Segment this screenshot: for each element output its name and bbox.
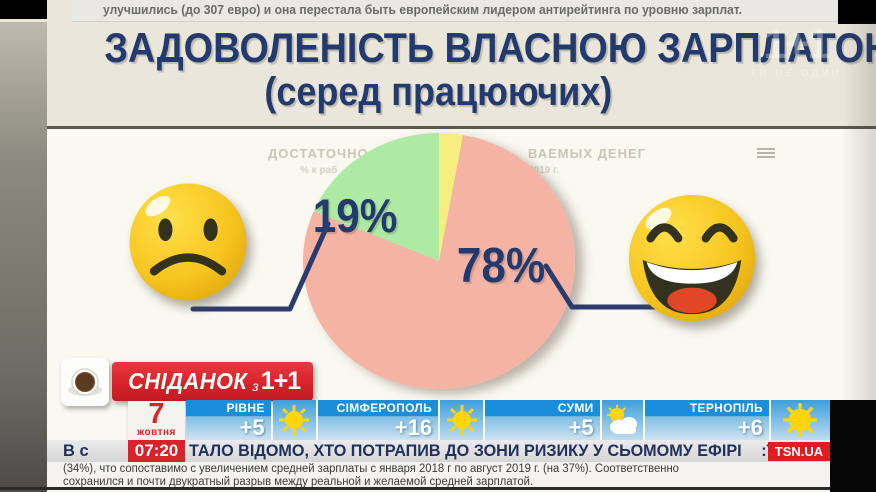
ticker-text: ТАЛО ВІДОМО, ХТО ПОТРАПИВ ДО ЗОНИ РИЗИКУ…	[189, 442, 830, 461]
weather-city-simferopol: СІМФЕРОПОЛЬ +16	[317, 400, 439, 440]
weather-city-name: СУМИ	[557, 401, 594, 415]
sad-face-icon	[129, 183, 247, 301]
weather-city-name: СІМФЕРОПОЛЬ	[336, 401, 433, 415]
clock: 07:20	[128, 440, 185, 462]
menu-icon[interactable]	[757, 148, 775, 160]
top-right-black-bar	[838, 0, 876, 24]
date-block: 7 жовтня	[128, 398, 185, 440]
bg-heading-right: ВАЕМЫХ ДЕНЕГ	[528, 146, 646, 161]
right-edge-shadow	[842, 22, 876, 400]
top-news-text: улучшились (до 307 евро) и она перестала…	[103, 3, 743, 17]
page-title: ЗАДОВОЛЕНІСТЬ ВЛАСНОЮ ЗАРПЛАТОЮ (серед п…	[60, 25, 876, 114]
weather-temp: +6	[737, 415, 763, 440]
bg-subheading-left: % к раб	[300, 165, 338, 176]
bottom-divider	[0, 487, 876, 490]
top-news-strip: улучшились (до 307 евро) и она перестала…	[72, 0, 838, 22]
weather-temp: +5	[239, 415, 265, 440]
weather-icon-sun	[272, 400, 316, 440]
weather-city-name: ТЕРНОПІЛЬ	[689, 401, 763, 415]
card-top-shadow	[47, 126, 876, 129]
date-month: жовтня	[137, 427, 176, 438]
ticker-lead-text: В с	[63, 442, 89, 460]
weather-temp: +5	[568, 415, 594, 440]
pie-label-78: 78%	[456, 239, 546, 293]
pie-label-19: 19%	[312, 189, 398, 242]
weather-city-sumy: СУМИ +5	[485, 400, 600, 440]
bg-subheading-right: 2019 г.	[528, 165, 559, 176]
show-logo-snidanok: СНІДАНОК з 1+1	[112, 362, 313, 401]
weather-city-rivne: РІВНЕ +5	[186, 400, 271, 440]
weather-icon-sun	[770, 400, 830, 440]
weather-icon-sun-cloud	[601, 400, 643, 440]
date-day: 7	[148, 398, 165, 430]
weather-city-ternopil: ТЕРНОПІЛЬ +6	[644, 400, 769, 440]
news-ticker: В с ТАЛО ВІДОМО, ХТО ПОТРАПИВ ДО ЗОНИ РИ…	[47, 440, 830, 462]
top-left-black-bar	[0, 0, 47, 19]
ticker-headline: ТАЛО ВІДОМО, ХТО ПОТРАПИВ ДО ЗОНИ РИЗИКУ…	[189, 442, 742, 460]
channel-watermark: 1+1 ТИ НЕ ОДИН	[748, 20, 844, 80]
coffee-cup-icon	[61, 358, 109, 406]
happy-face-icon	[628, 194, 756, 322]
show-connector: з	[252, 377, 259, 394]
show-channel: 1+1	[260, 367, 301, 395]
subtitle-block: (34%), что сопоставимо с увеличением сре…	[47, 462, 830, 488]
title-line-2: (серед працюючих)	[264, 70, 612, 114]
weather-city-name: РІВНЕ	[226, 401, 265, 415]
left-gray-band	[0, 22, 47, 492]
title-line-1: ЗАДОВОЛЕНІСТЬ ВЛАСНОЮ ЗАРПЛАТОЮ	[104, 24, 876, 71]
weather-temp: +16	[394, 415, 433, 440]
channel-tagline: ТИ НЕ ОДИН	[750, 68, 842, 79]
bottom-right-black-bar	[830, 400, 876, 492]
channel-logo-1plus1: 1+1	[763, 20, 830, 67]
subtitle-line-2: сохранился и почти двукратный разрыв меж…	[63, 475, 534, 488]
subtitle-line-1: (34%), что сопоставимо с увеличением сре…	[63, 463, 679, 475]
pie-chart	[303, 133, 575, 389]
tsn-badge: TSN.UA	[768, 442, 830, 461]
weather-strip: РІВНЕ +5 СІМФЕРОПОЛЬ +16 СУМИ +5 ТЕРНОПІ…	[186, 400, 830, 440]
show-name: СНІДАНОК	[127, 368, 248, 394]
weather-icon-sun	[440, 400, 484, 440]
